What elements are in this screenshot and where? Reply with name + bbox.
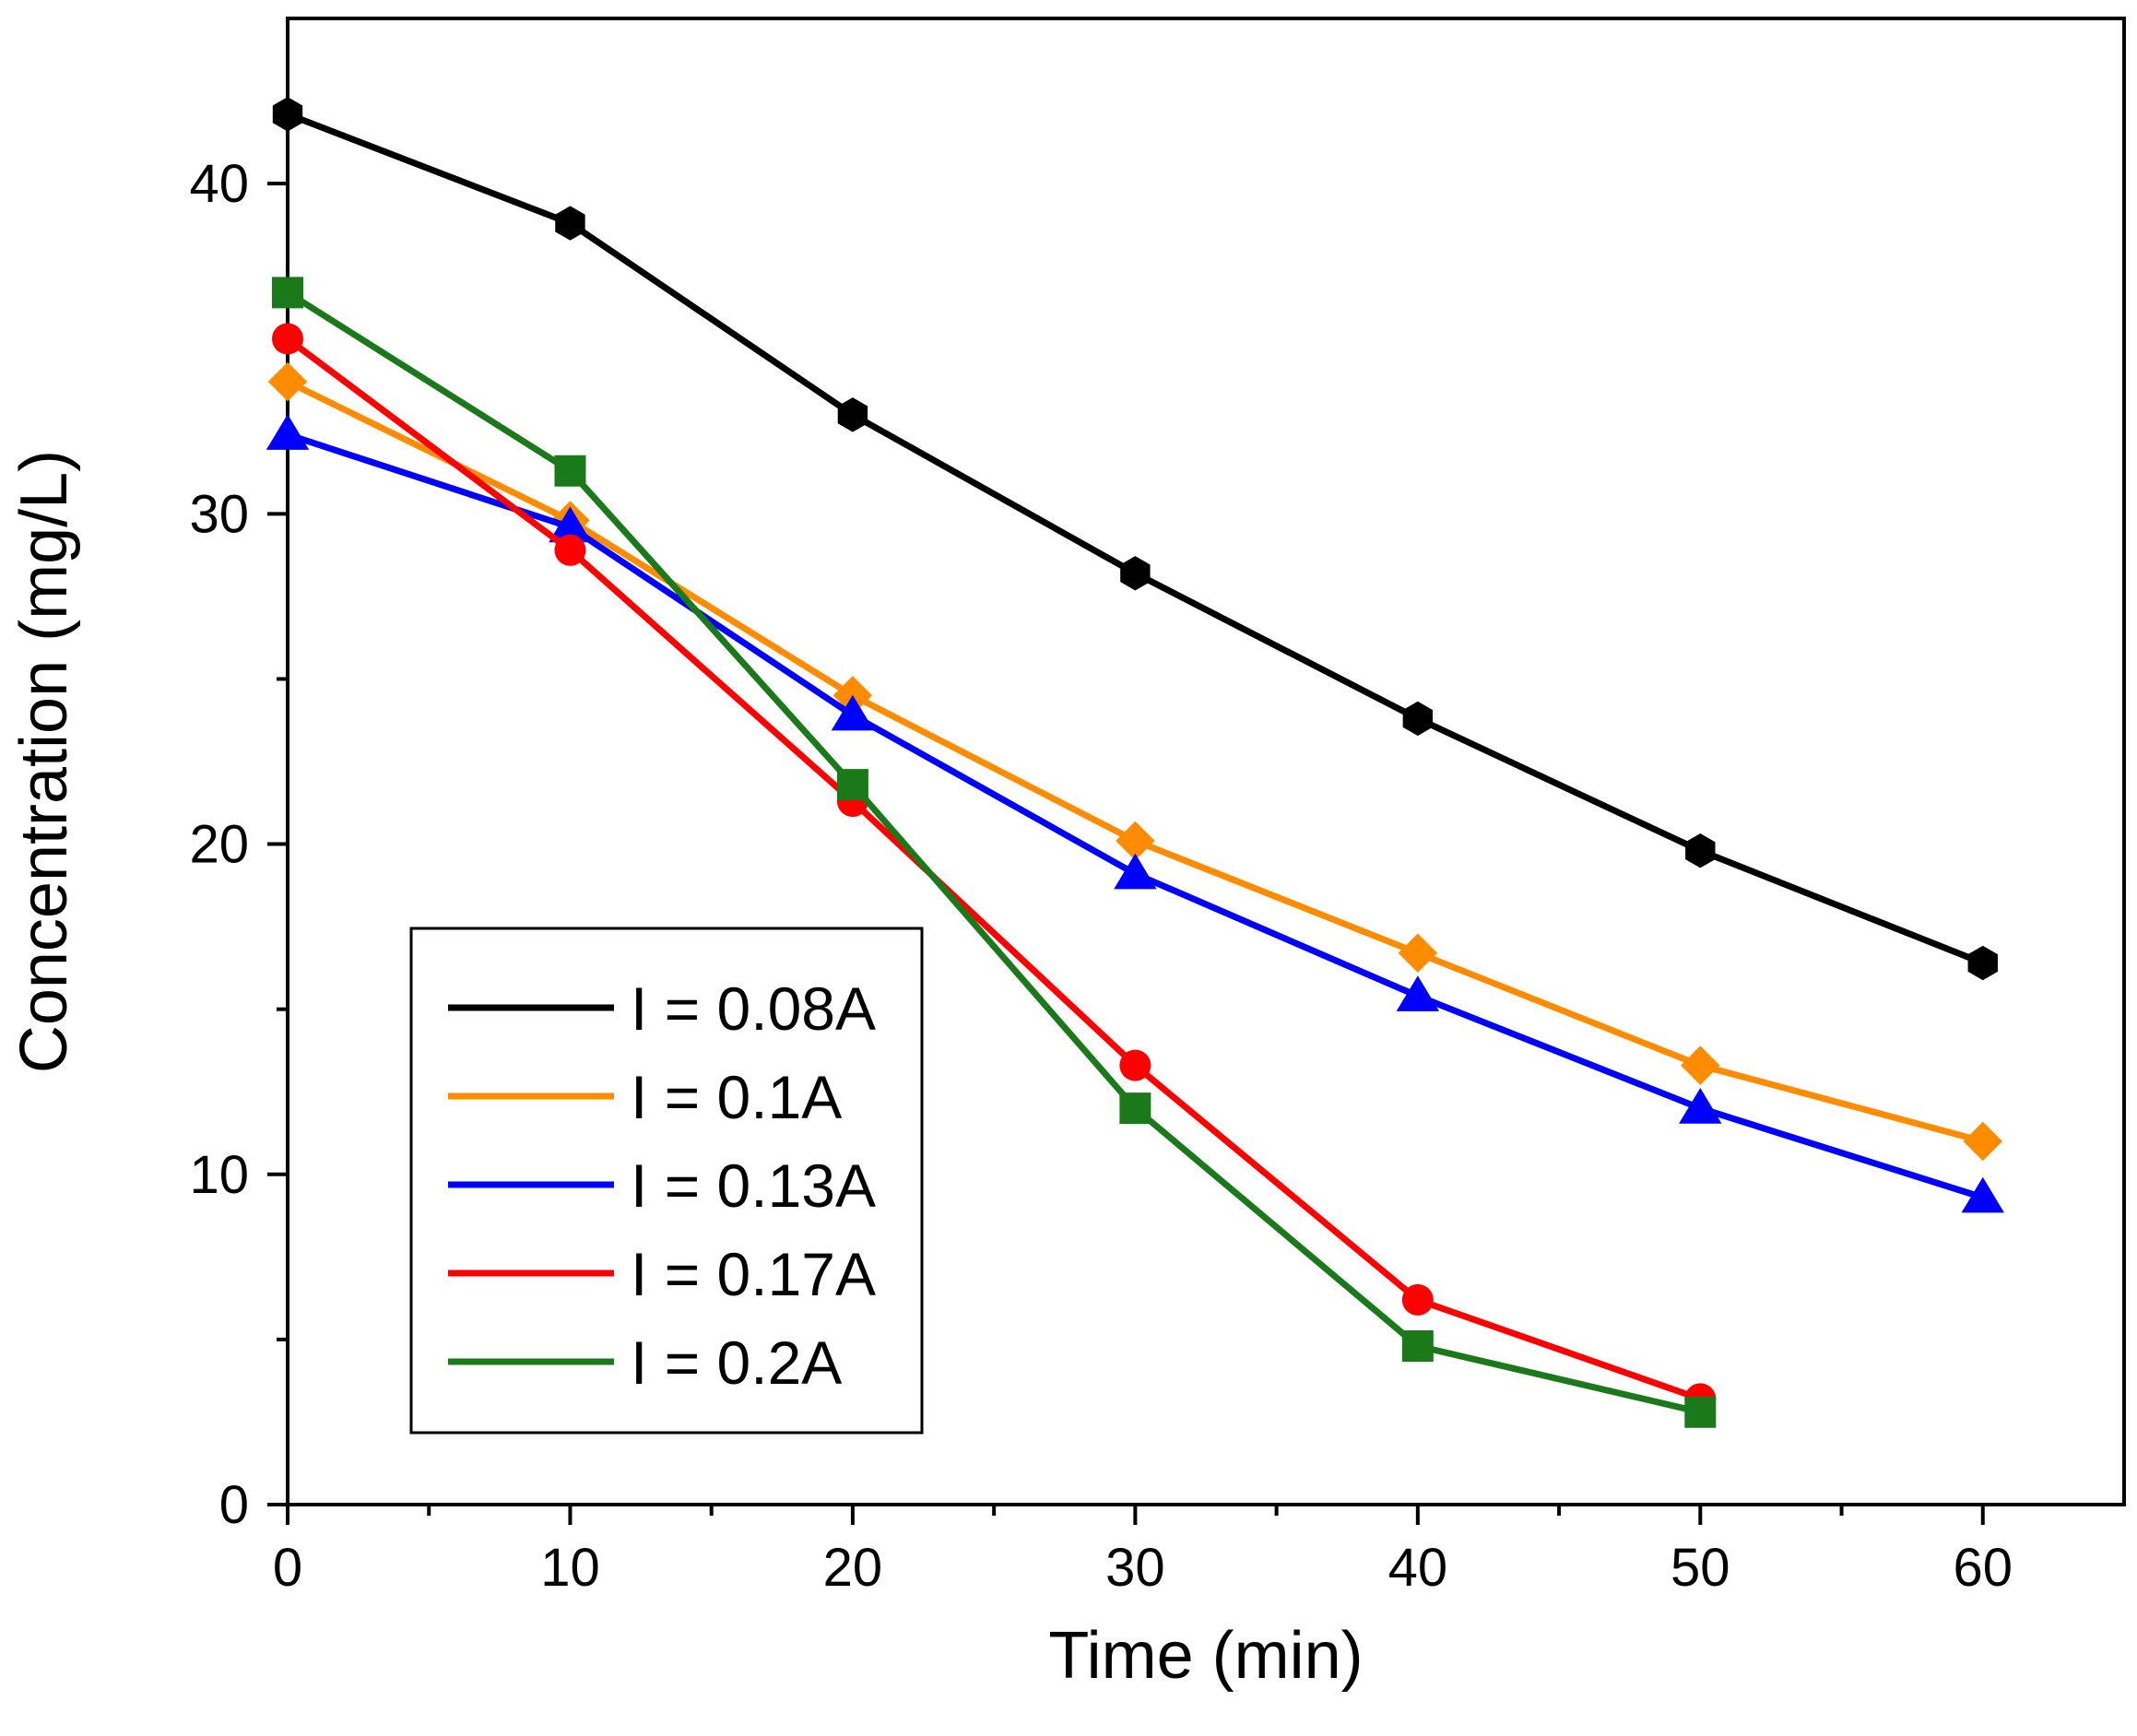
x-tick-label: 30 [1105,1538,1165,1598]
data-point [831,694,875,731]
x-axis-title: Time (min) [1048,1619,1363,1693]
data-point [272,323,303,355]
series-0 [272,97,1998,981]
series-line [286,289,1702,1416]
data-point [266,414,310,450]
data-point [1685,833,1716,868]
y-axis-title: Concentration (mg/L) [7,450,81,1073]
plot-frame [286,17,2126,1506]
data-point [1402,701,1434,737]
data-point [1114,853,1157,890]
data-point [1401,1283,1434,1316]
x-tick-label: 10 [540,1538,600,1598]
data-point [1679,1088,1722,1124]
legend: I = 0.08A I = 0.1A I = 0.13A I = 0.17A I = 0… [409,927,924,1435]
x-tick-label: 60 [1954,1538,2013,1598]
y-tick-label: 0 [219,1475,249,1535]
x-tick-label: 40 [1388,1538,1448,1598]
series-line [285,336,1702,1402]
data-point [1119,1049,1151,1081]
x-tick-label: 0 [273,1538,302,1598]
x-tick-label: 20 [823,1538,883,1598]
data-point [554,455,586,487]
data-point [1684,1396,1717,1428]
y-tick-label: 40 [189,154,249,214]
y-tick-label: 20 [189,815,249,875]
data-point [1119,1092,1151,1125]
data-point [1116,821,1155,861]
data-point [1396,975,1440,1011]
data-point [837,397,868,432]
y-tick-label: 30 [189,484,249,544]
series-4 [272,277,1717,1428]
data-point [554,534,586,566]
legend-label: I = 0.13A [631,1151,876,1220]
series-layer [266,97,2004,1428]
legend-label: I = 0.1A [631,1063,842,1131]
x-tick-label: 50 [1671,1538,1730,1598]
legend-label: I = 0.08A [631,974,876,1043]
data-point [1120,556,1151,591]
data-point [1681,1045,1720,1085]
data-point [1967,945,1998,981]
data-point [272,97,303,132]
data-point [272,277,303,309]
axes-layer: 0 10 20 30 40 50 60 0 10 20 30 40 Time (min) Concentr… [7,17,2126,1693]
data-point [555,206,585,241]
y-tick-label: 10 [189,1145,249,1205]
data-point [1401,1330,1434,1363]
data-point [267,361,308,402]
data-point [1398,933,1438,974]
data-point [1961,1176,2004,1213]
data-point [549,506,592,543]
legend-label: I = 0.2A [631,1329,842,1397]
data-point [836,769,868,801]
legend-label: I = 0.17A [631,1240,876,1308]
data-point [1963,1121,2003,1162]
legend-box [409,927,924,1435]
series-2 [266,414,2004,1213]
